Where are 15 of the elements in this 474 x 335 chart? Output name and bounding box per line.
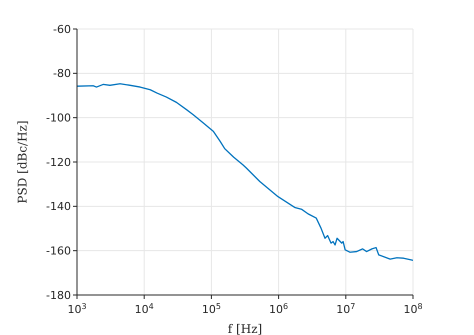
y-tick-label: -140 xyxy=(46,200,71,214)
x-tick-label: 10$^{3}$ xyxy=(67,302,87,316)
y-tick-label: -120 xyxy=(46,156,71,169)
y-tick-label: -160 xyxy=(46,244,71,258)
y-tick-label: -80 xyxy=(53,67,71,80)
y-axis-title: PSD [dBc/Hz] xyxy=(15,120,30,204)
x-tick-label: 10$^{8}$ xyxy=(403,302,423,316)
x-tick-label: 10$^{4}$ xyxy=(134,302,154,316)
x-tick-label: 10$^{6}$ xyxy=(269,302,288,316)
y-tick-label: -100 xyxy=(46,112,71,125)
x-axis-title: f [Hz] xyxy=(228,322,262,335)
x-tick-label: 10$^{7}$ xyxy=(336,302,356,316)
x-tick-label: 10$^{5}$ xyxy=(202,302,221,316)
y-tick-label: -60 xyxy=(53,22,71,36)
y-tick-label: -180 xyxy=(46,288,71,302)
